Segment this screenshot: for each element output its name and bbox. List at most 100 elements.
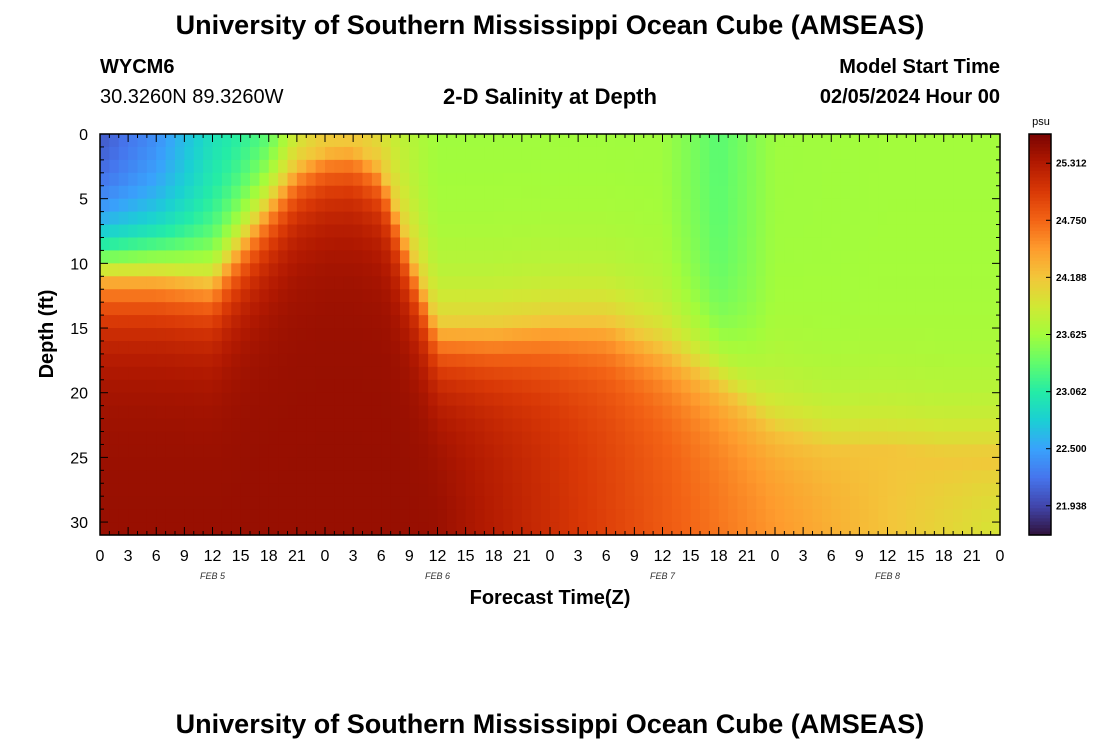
heatmap-cell (371, 172, 382, 187)
heatmap-cell (296, 198, 307, 213)
heatmap-cell (971, 263, 982, 277)
heatmap-cell (634, 237, 645, 252)
heatmap-cell (606, 328, 617, 342)
heatmap-cell (775, 418, 785, 433)
heatmap-cell (493, 509, 504, 523)
heatmap-cell (821, 276, 832, 290)
heatmap-cell (653, 444, 664, 458)
heatmap-cell (353, 263, 364, 277)
heatmap-cell (212, 431, 223, 446)
heatmap-cell (137, 431, 148, 446)
heatmap-cell (634, 185, 645, 200)
heatmap-cell (625, 392, 635, 407)
heatmap-cell (118, 353, 129, 368)
heatmap-cell (109, 444, 120, 458)
heatmap-cell (315, 392, 326, 407)
heatmap-cell (925, 522, 935, 536)
heatmap-cell (643, 405, 654, 420)
heatmap-cell (540, 496, 551, 510)
heatmap-cell (259, 379, 270, 394)
heatmap-cell (400, 353, 410, 368)
heatmap-cell (728, 366, 739, 381)
heatmap-cell (868, 483, 879, 497)
heatmap-cell (643, 159, 654, 174)
heatmap-cell (503, 496, 514, 510)
heatmap-cell (259, 302, 270, 316)
heatmap-cell (353, 276, 364, 290)
heatmap-cell (475, 302, 485, 316)
heatmap-cell (803, 289, 814, 303)
heatmap-cell (315, 224, 326, 239)
heatmap-cell (259, 263, 270, 277)
heatmap-cell (109, 134, 120, 148)
heatmap-cell (990, 470, 1001, 484)
heatmap-cell (437, 522, 448, 536)
heatmap-cell (400, 509, 410, 523)
heatmap-cell (446, 470, 457, 484)
heatmap-cell (662, 185, 673, 200)
heatmap-cell (503, 522, 514, 536)
heatmap-cell (109, 418, 120, 433)
heatmap-cell (418, 289, 429, 303)
heatmap-cell (334, 405, 345, 420)
colorbar-segment (1029, 154, 1051, 158)
heatmap-cell (859, 353, 870, 368)
heatmap-cell (990, 509, 1001, 523)
heatmap-cell (859, 302, 870, 316)
heatmap-cell (840, 418, 851, 433)
heatmap-cell (850, 172, 860, 187)
heatmap-cell (175, 353, 185, 368)
heatmap-cell (681, 379, 692, 394)
heatmap-cell (250, 328, 260, 342)
heatmap-cell (615, 353, 626, 368)
heatmap-cell (915, 146, 926, 161)
heatmap-cell (371, 211, 382, 226)
heatmap-cell (653, 134, 664, 148)
heatmap-cell (475, 483, 485, 497)
heatmap-cell (156, 379, 167, 394)
heatmap-cell (390, 470, 401, 484)
heatmap-cell (934, 509, 945, 523)
heatmap-cell (146, 509, 157, 523)
heatmap-cell (728, 224, 739, 239)
heatmap-cell (390, 302, 401, 316)
heatmap-cell (371, 224, 382, 239)
heatmap-cell (240, 328, 251, 342)
heatmap-cell (971, 431, 982, 446)
heatmap-cell (765, 496, 776, 510)
heatmap-cell (859, 237, 870, 252)
heatmap-cell (925, 211, 935, 226)
heatmap-cell (765, 392, 776, 407)
heatmap-cell (306, 522, 317, 536)
heatmap-cell (353, 444, 364, 458)
heatmap-cell (315, 509, 326, 523)
heatmap-cell (137, 509, 148, 523)
heatmap-cell (409, 211, 420, 226)
heatmap-cell (100, 509, 110, 523)
heatmap-cell (662, 379, 673, 394)
heatmap-cell (850, 185, 860, 200)
heatmap-cell (428, 328, 439, 342)
heatmap-cell (100, 302, 110, 316)
heatmap-cell (568, 224, 579, 239)
colorbar-segment (1029, 461, 1051, 466)
heatmap-cell (353, 328, 364, 342)
heatmap-cell (259, 172, 270, 187)
heatmap-cell (531, 198, 542, 213)
heatmap-cell (925, 276, 935, 290)
heatmap-cell (456, 302, 467, 316)
heatmap-cell (343, 224, 354, 239)
heatmap-cell (559, 418, 570, 433)
station-id: WYCM6 (100, 56, 175, 78)
heatmap-cell (306, 379, 317, 394)
heatmap-cell (812, 211, 823, 226)
heatmap-cell (231, 496, 242, 510)
x-tick-label: 9 (855, 548, 864, 565)
heatmap-cell (540, 250, 551, 264)
heatmap-cell (137, 289, 148, 303)
heatmap-cell (709, 405, 720, 420)
heatmap-cell (934, 172, 945, 187)
heatmap-cell (268, 522, 279, 536)
heatmap-cell (878, 366, 889, 381)
heatmap-cell (240, 483, 251, 497)
